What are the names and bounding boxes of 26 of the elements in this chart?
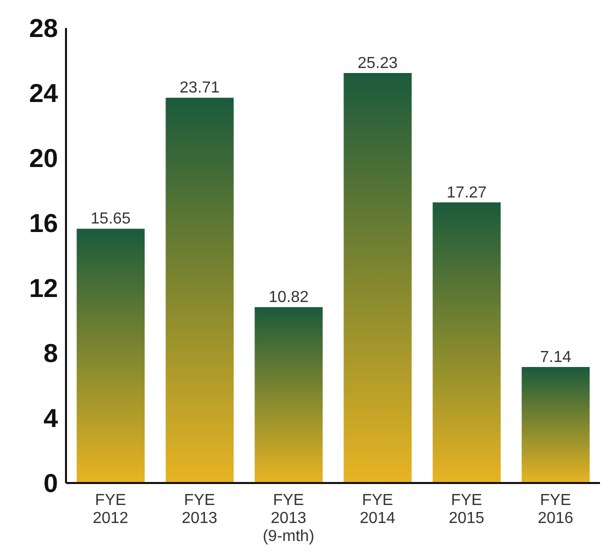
x-tick-label: FYE 2015 bbox=[448, 492, 484, 527]
y-tick-label: 12 bbox=[29, 273, 58, 304]
data-label: 17.27 bbox=[446, 184, 487, 202]
y-tick-label: 24 bbox=[29, 78, 59, 108]
x-tick-label: FYE 2013 bbox=[182, 492, 218, 527]
data-label: 25.23 bbox=[358, 55, 398, 72]
y-tick-label: 16 bbox=[29, 208, 58, 238]
y-tick-label: 28 bbox=[29, 13, 58, 44]
bar bbox=[522, 366, 590, 483]
x-tick-label: FYE 2016 bbox=[538, 492, 574, 527]
y-tick-label: 8 bbox=[44, 338, 58, 368]
bar bbox=[254, 307, 323, 483]
data-label: 10.82 bbox=[268, 289, 309, 306]
x-tick-label: FYE 2012 bbox=[92, 492, 128, 527]
y-tick-label: 20 bbox=[29, 143, 58, 174]
y-tick-label: 4 bbox=[44, 403, 59, 434]
data-label: 7.14 bbox=[540, 348, 572, 366]
bar bbox=[166, 98, 234, 483]
bar bbox=[344, 73, 412, 483]
bar bbox=[432, 202, 501, 483]
data-label: 23.71 bbox=[180, 80, 220, 97]
bar bbox=[76, 228, 145, 483]
x-tick-label: FYE 2013 (9-mth) bbox=[262, 492, 314, 545]
y-tick-label: 0 bbox=[44, 468, 58, 498]
data-label: 15.65 bbox=[90, 210, 131, 228]
x-tick-label: FYE 2014 bbox=[360, 492, 396, 527]
